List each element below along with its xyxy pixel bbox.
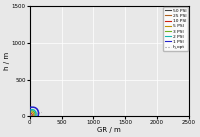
Legend: 50 PSI, 25 PSI, 10 PSI, 5 PSI, 3 PSI, 2 PSI, 1 PSI, h_opt: 50 PSI, 25 PSI, 10 PSI, 5 PSI, 3 PSI, 2 …	[163, 7, 188, 51]
X-axis label: GR / m: GR / m	[97, 127, 121, 133]
Y-axis label: h / m: h / m	[4, 52, 10, 70]
